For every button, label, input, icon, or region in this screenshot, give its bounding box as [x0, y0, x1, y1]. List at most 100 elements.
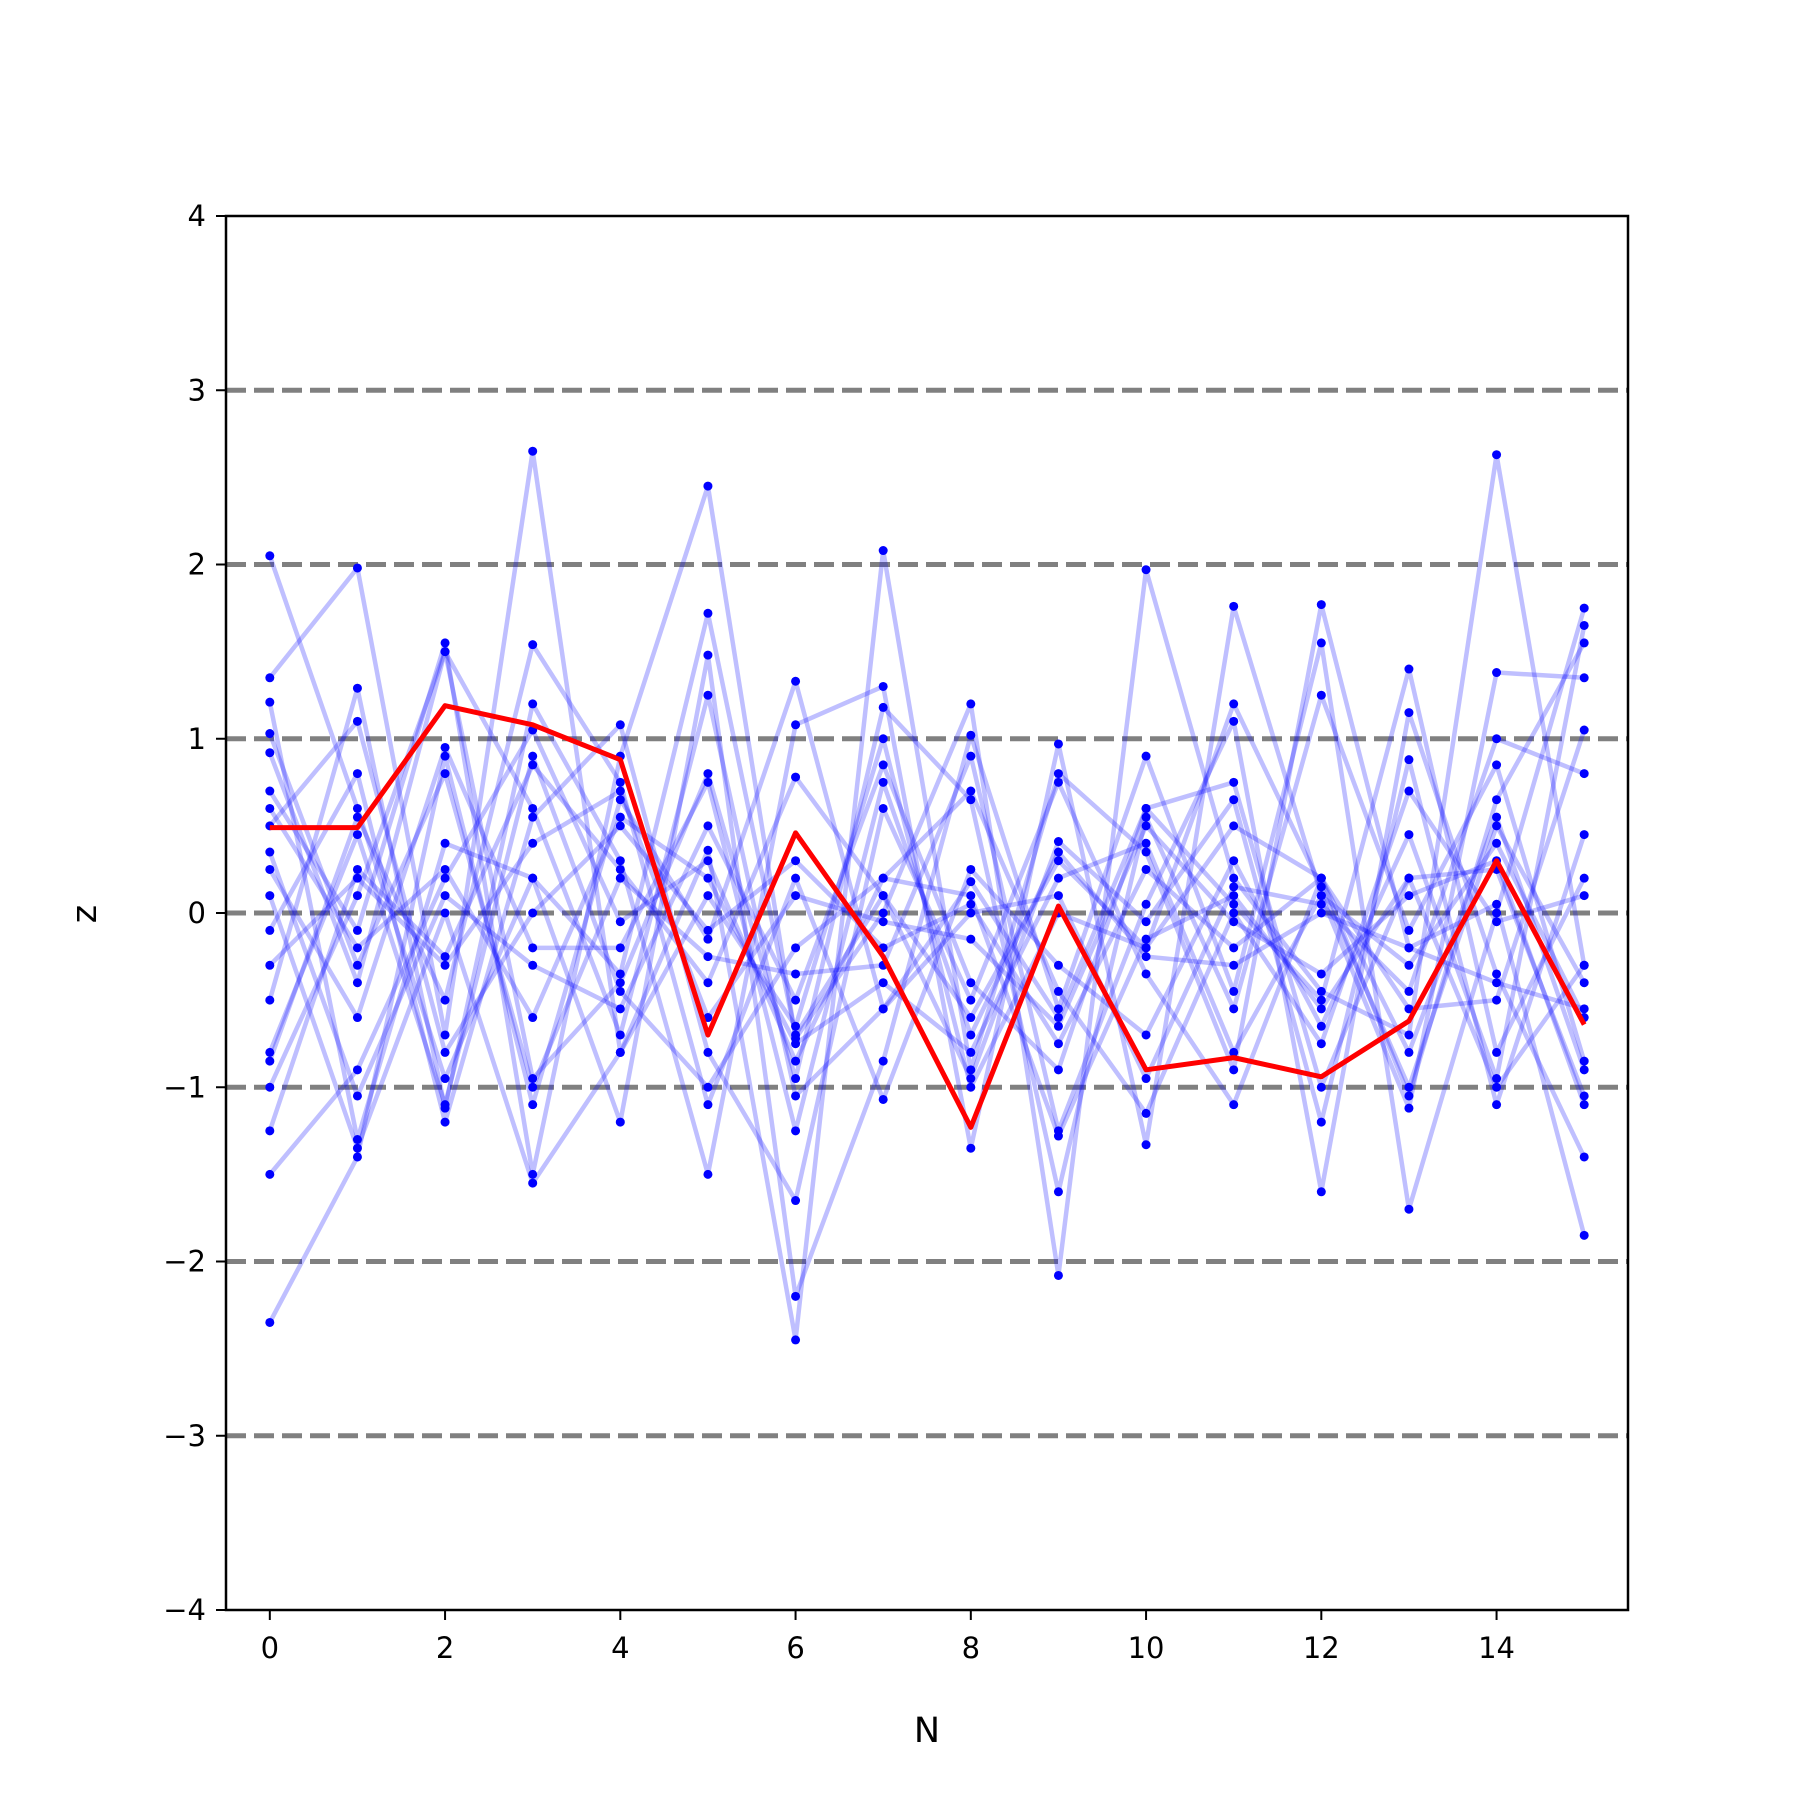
- background-point-6-3: [528, 760, 538, 770]
- background-point-12-15: [1579, 769, 1589, 779]
- background-point-17-13: [1404, 1091, 1414, 1101]
- background-series-line-18: [267, 753, 1587, 1139]
- background-point-14-0: [265, 1169, 275, 1179]
- background-point-4-5: [703, 1169, 713, 1179]
- background-point-18-5: [703, 1082, 713, 1092]
- y-tick-label-0: −4: [163, 1593, 206, 1627]
- background-series-line-11: [267, 710, 1587, 1195]
- background-point-4-1: [352, 683, 362, 693]
- background-point-19-12: [1316, 891, 1326, 901]
- background-series-line-19: [267, 807, 1587, 1055]
- background-point-18-12: [1316, 1004, 1326, 1014]
- background-point-11-12: [1316, 1187, 1326, 1197]
- highlight-series-group: [269, 703, 1587, 1130]
- background-point-10-1: [352, 769, 362, 779]
- background-point-2-0: [265, 673, 275, 683]
- background-point-16-15: [1579, 1100, 1589, 1110]
- background-point-0-4: [615, 969, 625, 979]
- background-point-12-6: [791, 1091, 801, 1101]
- background-series-line-3: [267, 452, 1587, 1278]
- background-point-18-0: [265, 1047, 275, 1057]
- background-point-7-8: [966, 795, 976, 805]
- background-point-2-1: [352, 563, 362, 573]
- y-tick-label-1: −3: [163, 1419, 206, 1453]
- background-point-4-11: [1229, 601, 1239, 611]
- background-point-19-13: [1404, 960, 1414, 970]
- background-point-8-2: [440, 995, 450, 1005]
- background-point-5-6: [791, 1291, 801, 1301]
- background-point-10-6: [791, 1196, 801, 1206]
- background-point-10-7: [878, 803, 888, 813]
- background-point-7-3: [528, 1074, 538, 1084]
- background-point-7-11: [1229, 1004, 1239, 1014]
- background-point-3-13: [1404, 1030, 1414, 1040]
- background-point-10-10: [1141, 969, 1151, 979]
- background-point-1-15: [1579, 873, 1589, 883]
- background-point-13-9: [1053, 1039, 1063, 1049]
- background-point-1-9: [1053, 1013, 1063, 1023]
- background-point-7-13: [1404, 925, 1414, 935]
- background-point-14-2: [440, 873, 450, 883]
- background-point-2-3: [528, 446, 538, 456]
- background-point-18-6: [791, 943, 801, 953]
- background-point-12-14: [1492, 734, 1502, 744]
- background-point-2-5: [703, 845, 713, 855]
- background-point-12-5: [703, 690, 713, 700]
- background-point-10-11: [1229, 1100, 1239, 1110]
- background-point-12-1: [352, 891, 362, 901]
- background-point-13-11: [1229, 943, 1239, 953]
- background-point-3-11: [1229, 873, 1239, 883]
- background-point-12-3: [528, 803, 538, 813]
- background-point-6-6: [791, 772, 801, 782]
- background-point-1-11: [1229, 899, 1239, 909]
- background-series-line-4: [267, 604, 1585, 1177]
- background-point-19-9: [1053, 873, 1063, 883]
- background-point-9-7: [878, 760, 888, 770]
- background-point-13-15: [1579, 1065, 1589, 1075]
- background-series-line-2: [268, 448, 1587, 1343]
- background-series-line-12: [267, 649, 1586, 1099]
- background-series-line-1: [267, 666, 1587, 1324]
- background-point-10-2: [440, 1117, 450, 1127]
- background-point-17-10: [1141, 943, 1151, 953]
- background-point-15-13: [1404, 943, 1414, 953]
- background-point-16-11: [1229, 917, 1239, 927]
- background-point-2-7: [878, 546, 888, 556]
- background-point-12-11: [1229, 882, 1239, 892]
- background-point-5-5: [703, 650, 713, 660]
- background-point-1-5: [703, 934, 713, 944]
- background-point-7-9: [1053, 1187, 1063, 1197]
- background-point-0-13: [1404, 1082, 1414, 1092]
- background-series-line-17: [267, 641, 1587, 1186]
- background-point-18-14: [1492, 1082, 1502, 1092]
- y-tick-label-7: 3: [188, 373, 206, 407]
- background-point-11-14: [1492, 969, 1502, 979]
- background-point-10-15: [1579, 725, 1589, 735]
- x-tick-label-5: 10: [1128, 1631, 1165, 1665]
- background-point-0-12: [1316, 882, 1326, 892]
- background-point-3-12: [1316, 986, 1326, 996]
- x-tick-label-3: 6: [786, 1631, 804, 1665]
- background-point-19-3: [528, 1013, 538, 1023]
- background-point-6-9: [1053, 837, 1063, 847]
- background-point-19-0: [265, 803, 275, 813]
- background-point-6-0: [265, 1126, 275, 1136]
- background-point-14-8: [966, 786, 976, 796]
- background-point-15-6: [791, 1126, 801, 1136]
- background-point-5-13: [1404, 1204, 1414, 1214]
- background-point-11-3: [528, 1082, 538, 1092]
- background-point-17-12: [1316, 873, 1326, 883]
- background-point-0-8: [966, 1013, 976, 1023]
- background-point-2-15: [1579, 1230, 1589, 1240]
- background-point-17-0: [265, 891, 275, 901]
- background-point-7-6: [791, 1074, 801, 1084]
- background-series-line-6: [267, 757, 1587, 1132]
- background-point-17-1: [352, 1143, 362, 1153]
- background-point-2-11: [1229, 1065, 1239, 1075]
- background-point-13-13: [1404, 1047, 1414, 1057]
- background-point-6-10: [1141, 917, 1151, 927]
- background-point-5-11: [1229, 986, 1239, 996]
- background-point-5-12: [1316, 638, 1326, 648]
- background-point-0-1: [352, 803, 362, 813]
- background-point-5-14: [1492, 908, 1502, 918]
